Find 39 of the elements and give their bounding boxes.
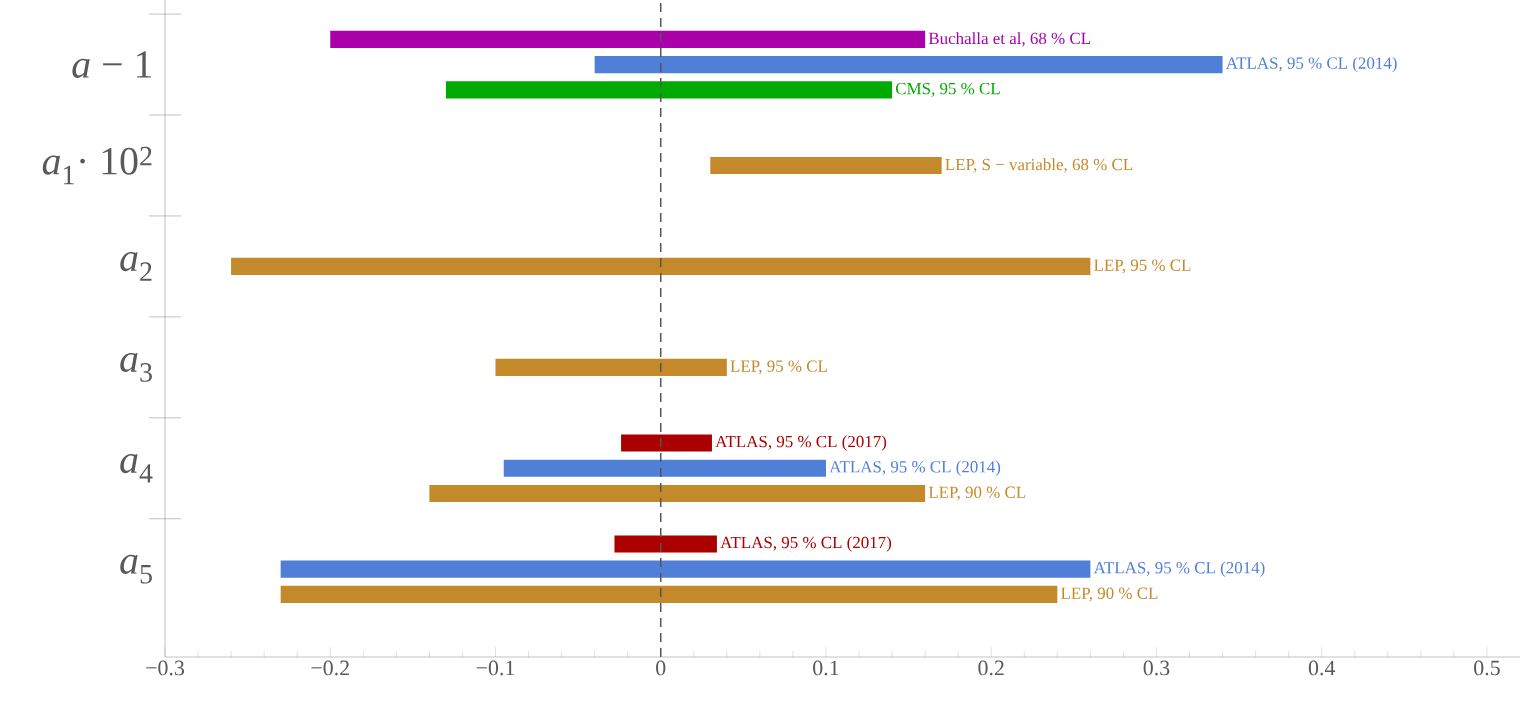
x-tick-label: 0 — [656, 660, 666, 676]
bar — [330, 30, 926, 48]
bar — [231, 257, 1091, 276]
x-tick-label: 0.4 — [1308, 660, 1336, 676]
x-tick-label: 0.3 — [1143, 660, 1170, 676]
series-label: ATLAS, 95 % CL (2014) — [829, 460, 1001, 476]
bar — [495, 358, 727, 376]
bar — [445, 81, 893, 99]
x-tick-label: 0.2 — [978, 660, 1004, 676]
y-tick-label: a − 1 — [72, 51, 152, 78]
x-tick-label: 0.1 — [813, 660, 839, 676]
series-label: LEP, 90 % CL — [928, 486, 1026, 501]
bar — [503, 459, 826, 477]
bar — [710, 156, 942, 175]
text: ATLAS, 95 % CL (2014) — [1225, 56, 1397, 73]
y-tick-label: a$_{2}$ — [120, 252, 152, 281]
bar — [621, 434, 712, 452]
y-tick-label: a$_{3}$ — [120, 352, 152, 382]
text: ATLAS, 95 % CL (2017) — [720, 536, 892, 552]
y-tick-label: a$_{1}$· 10$^{2}$ — [42, 146, 152, 185]
x-tick-label: −0.2 — [311, 660, 349, 676]
y-tick-label: a$_{5}$ — [120, 554, 152, 584]
bar — [614, 535, 717, 553]
text: LEP, 90 % CL — [1061, 587, 1158, 602]
text: LEP, 95 % CL — [1094, 259, 1191, 274]
x-tick-label: −0.1 — [476, 660, 515, 676]
series-label: CMS, 95 % CL — [895, 82, 1000, 97]
y-tick-label: a$_{4}$ — [120, 453, 153, 483]
series-label: LEP, 95 % CL — [730, 360, 827, 375]
x-tick-label: 0.5 — [1474, 660, 1500, 676]
series-label: LEP, S − variable, 68 % CL — [945, 158, 1133, 173]
series-label: Buchalla et al, 68 % CL — [928, 32, 1091, 47]
bar — [280, 560, 1091, 578]
bar — [594, 56, 1223, 74]
x-tick-label: −0.3 — [146, 660, 185, 676]
bar — [429, 484, 926, 503]
bar — [280, 585, 1058, 604]
series-label: ATLAS, 95 % CL (2017) — [715, 435, 887, 451]
text: ATLAS, 95 % CL (2014) — [1093, 561, 1265, 577]
